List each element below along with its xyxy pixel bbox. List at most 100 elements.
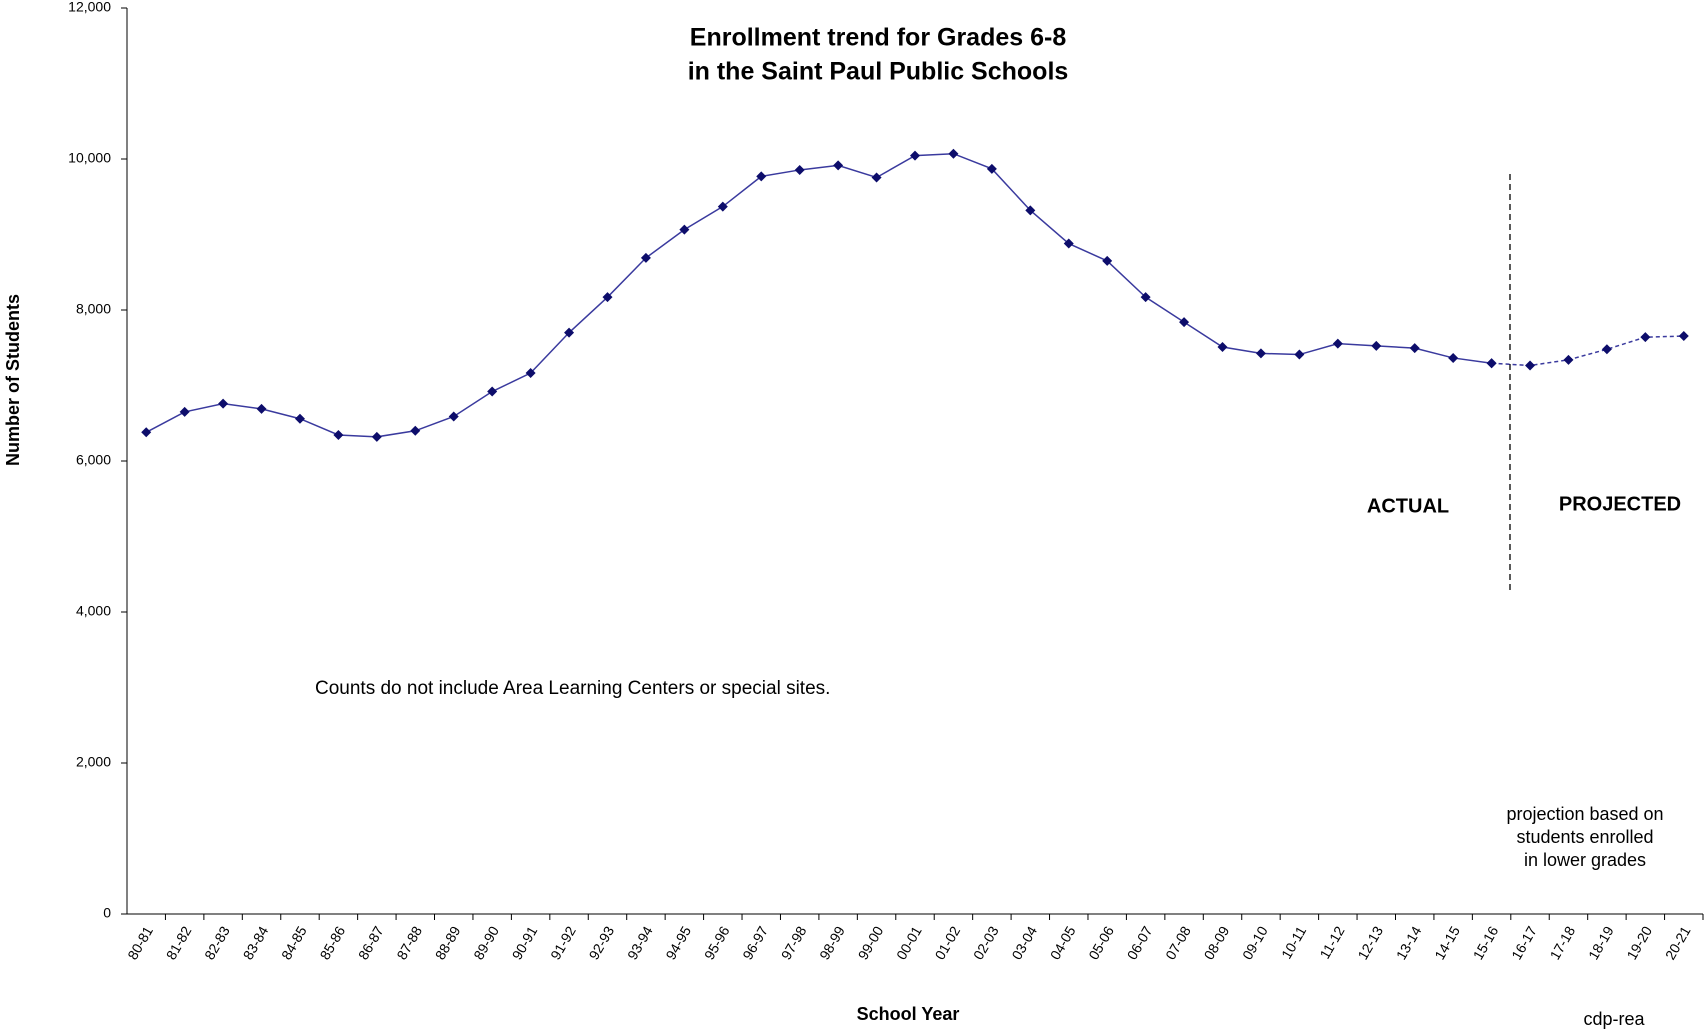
data-point: [333, 429, 344, 440]
data-point: [871, 172, 882, 183]
data-point: [794, 164, 805, 175]
data-point: [1140, 292, 1151, 303]
data-point: [218, 398, 229, 409]
y-tick-label: 8,000: [76, 301, 111, 317]
x-tick-label: 97-98: [778, 923, 810, 962]
data-point: [640, 252, 651, 263]
data-point: [179, 406, 190, 417]
x-tick-label: 10-11: [1278, 923, 1309, 961]
data-point: [448, 411, 459, 422]
data-point: [1601, 344, 1612, 355]
annotation: PROJECTED: [1559, 493, 1681, 515]
x-tick-label: 06-07: [1124, 923, 1156, 962]
data-point: [487, 386, 498, 397]
x-tick-label: 11-12: [1316, 923, 1347, 961]
x-tick-label: 92-93: [586, 923, 618, 962]
x-tick-label: 93-94: [624, 923, 656, 962]
x-tick-label: 16-17: [1508, 923, 1540, 962]
data-point: [1640, 332, 1651, 343]
x-tick-label: 03-04: [1008, 923, 1040, 962]
y-tick-label: 4,000: [76, 603, 111, 619]
x-tick-label: 99-00: [855, 923, 887, 962]
x-tick-label: 95-96: [701, 923, 733, 962]
x-tick-label: 80-81: [124, 923, 156, 962]
x-axis-label: School Year: [857, 1004, 960, 1024]
data-point: [1409, 343, 1420, 354]
data-point: [1448, 352, 1459, 363]
data-point: [564, 327, 575, 338]
x-tick-label: 04-05: [1047, 923, 1079, 962]
x-tick-label: 14-15: [1431, 923, 1463, 962]
chart-title: in the Saint Paul Public Schools: [688, 58, 1069, 86]
x-tick-label: 98-99: [816, 923, 848, 962]
x-tick-label: 94-95: [662, 923, 694, 962]
annotation: in lower grades: [1524, 850, 1646, 870]
annotation: Counts do not include Area Learning Cent…: [315, 678, 830, 699]
data-point: [948, 148, 959, 159]
x-tick-label: 09-10: [1239, 923, 1271, 962]
chart-title: Enrollment trend for Grades 6-8: [690, 24, 1067, 52]
data-point: [717, 201, 728, 212]
y-tick-label: 2,000: [76, 754, 111, 770]
x-tick-label: 01-02: [931, 923, 963, 962]
x-tick-label: 91-92: [547, 923, 579, 962]
x-tick-label: 18-19: [1585, 923, 1617, 962]
x-tick-label: 81-82: [163, 923, 195, 962]
annotation: projection based on: [1506, 804, 1663, 824]
data-point: [756, 171, 767, 182]
x-tick-label: 88-89: [432, 923, 464, 962]
x-tick-label: 15-16: [1470, 923, 1502, 962]
y-tick-label: 10,000: [68, 150, 111, 166]
x-tick-label: 02-03: [970, 923, 1002, 962]
x-tick-label: 20-21: [1662, 923, 1694, 962]
series-line: [145, 152, 1492, 438]
x-tick-label: 86-87: [355, 923, 387, 962]
data-point: [1563, 354, 1574, 365]
data-point: [1063, 238, 1074, 249]
data-point: [1486, 358, 1497, 369]
x-tick-label: 87-88: [393, 923, 425, 962]
data-point: [141, 427, 152, 438]
annotation: ACTUAL: [1367, 495, 1449, 517]
data-point: [256, 403, 267, 414]
data-point: [1255, 348, 1266, 359]
data-point: [294, 413, 305, 424]
x-tick-label: 89-90: [470, 923, 502, 962]
data-point: [1217, 341, 1228, 352]
y-axis-label: Number of Students: [3, 294, 23, 466]
x-tick-label: 83-84: [240, 923, 272, 962]
x-tick-label: 19-20: [1623, 923, 1655, 962]
x-tick-label: 05-06: [1085, 923, 1117, 962]
x-tick-label: 00-01: [893, 923, 925, 962]
x-tick-label: 07-08: [1162, 923, 1194, 962]
data-point: [1371, 340, 1382, 351]
data-point: [371, 431, 382, 442]
data-point: [1179, 317, 1190, 328]
data-point: [602, 292, 613, 303]
annotation: cdp-rea: [1583, 1009, 1645, 1029]
data-point: [679, 224, 690, 235]
y-tick-label: 0: [103, 905, 111, 921]
data-point: [1332, 338, 1343, 349]
data-point: [986, 163, 997, 174]
data-point: [910, 150, 920, 161]
x-tick-label: 96-97: [739, 923, 771, 962]
data-point: [1294, 349, 1305, 360]
x-tick-label: 82-83: [201, 923, 233, 962]
x-tick-label: 90-91: [509, 923, 541, 962]
x-tick-label: 85-86: [316, 923, 348, 962]
x-tick-label: 08-09: [1201, 923, 1233, 962]
data-point: [1025, 205, 1036, 216]
data-point: [1525, 360, 1536, 371]
data-point: [1102, 255, 1113, 266]
data-point: [1678, 331, 1689, 342]
x-tick-label: 12-13: [1354, 923, 1386, 962]
data-point: [410, 425, 421, 436]
series-line: [1491, 335, 1684, 367]
annotation: students enrolled: [1516, 827, 1653, 847]
x-tick-label: 13-14: [1393, 923, 1425, 962]
y-tick-label: 12,000: [68, 0, 111, 15]
y-tick-label: 6,000: [76, 452, 111, 468]
x-tick-label: 17-18: [1547, 923, 1579, 962]
